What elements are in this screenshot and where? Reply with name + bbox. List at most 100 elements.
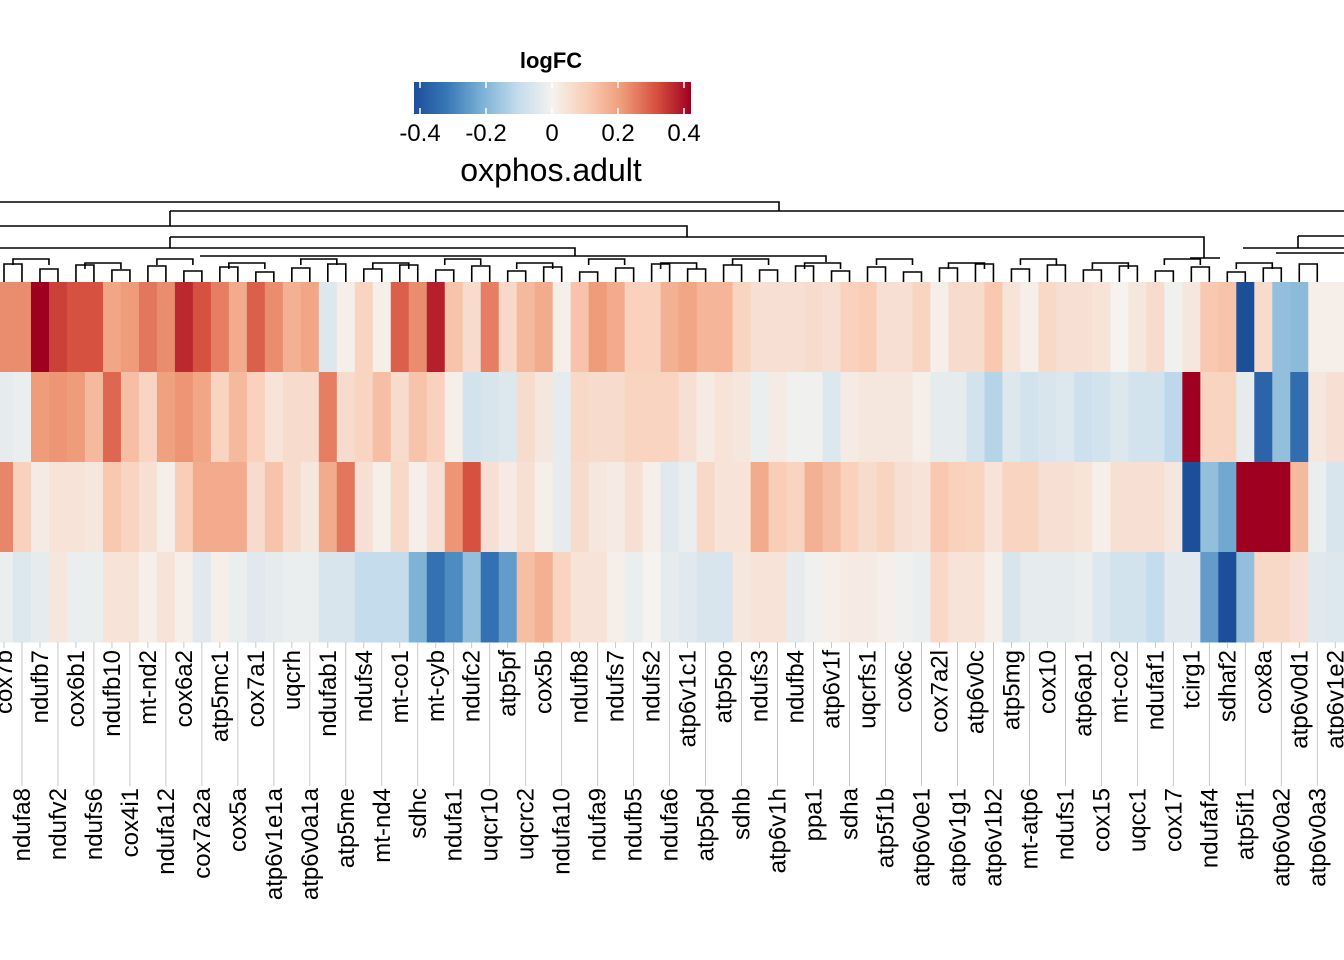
heatmap-cell: [1218, 282, 1237, 373]
heatmap-cell: [1002, 462, 1022, 553]
heatmap-cell: [588, 462, 608, 553]
heatmap-cell: [282, 282, 302, 373]
heatmap-cell: [192, 282, 212, 373]
heatmap-cell: [66, 552, 86, 643]
dendrogram-branch: [371, 262, 410, 269]
dendrogram-branch: [1235, 262, 1274, 269]
heatmap-cell: [642, 552, 662, 643]
heatmap-cell: [1128, 282, 1147, 373]
dendrogram-branch: [39, 268, 59, 282]
dendrogram-branch: [1046, 264, 1067, 282]
dendrogram-branch: [1298, 263, 1319, 282]
heatmap-cell: [930, 462, 950, 553]
heatmap-cell: [102, 282, 122, 373]
column-label: ndufs1: [1052, 788, 1079, 860]
heatmap-cell: [1290, 462, 1309, 553]
heatmap-cell: [1254, 282, 1273, 373]
heatmap-cell: [246, 462, 266, 553]
column-labels: cox7b ndufa8 ndufb7 ndufv2 cox6b1 ndufs6 ndufb…: [0, 642, 1344, 900]
heatmap-cell: [0, 372, 14, 463]
heatmap-cell: [804, 282, 824, 373]
heatmap-cell: [1128, 372, 1147, 463]
dendrogram-branch: [1190, 266, 1211, 282]
heatmap-cell: [552, 372, 572, 463]
column-label: atp5mg: [998, 650, 1025, 730]
heatmap-cell: [354, 282, 374, 373]
heatmap-cell: [1200, 462, 1219, 553]
heatmap-cell: [156, 282, 176, 373]
column-label: cox7b: [0, 650, 18, 714]
heatmap-cell: [1182, 552, 1201, 643]
heatmap-cell: [642, 282, 662, 373]
column-label: ndufb4: [783, 650, 810, 723]
heatmap-cell: [1110, 552, 1129, 643]
heatmap-cell: [462, 552, 482, 643]
heatmap-cell: [606, 462, 626, 553]
heatmap-cell: [48, 372, 68, 463]
dendrogram-branch: [947, 262, 986, 269]
heatmap-cell: [1254, 552, 1273, 643]
heatmap-cell: [444, 552, 464, 643]
dendrogram-branch: [686, 268, 707, 282]
heatmap-cell: [894, 552, 914, 643]
heatmap-cell: [714, 552, 734, 643]
heatmap-cell: [624, 282, 644, 373]
dendrogram-branch: [111, 269, 131, 282]
heatmap-cell: [192, 372, 212, 463]
heatmap-cell: [858, 372, 878, 463]
heatmap-cell: [138, 372, 158, 463]
dendrogram-branch: [830, 270, 851, 282]
column-label: cox6b1: [63, 650, 90, 727]
heatmap-cell: [696, 282, 716, 373]
heatmap-cell: [786, 372, 806, 463]
heatmap-cell: [1236, 462, 1255, 553]
heatmap-cell: [804, 462, 824, 553]
heatmap-cell: [1200, 552, 1219, 643]
dendrogram-branch: [147, 265, 167, 282]
column-label: ndufa9: [585, 788, 612, 861]
column-label: ndufs6: [81, 788, 108, 860]
heatmap-cell: [246, 552, 266, 643]
column-label: atp6v1h: [765, 788, 792, 873]
column-label: ndufs4: [351, 650, 378, 722]
column-label: cox7a1: [243, 650, 270, 727]
dendrogram-branch: [3, 263, 23, 282]
dendrogram-branch: [470, 265, 491, 282]
column-label: cox17: [1160, 788, 1187, 852]
heatmap-cell: [1290, 552, 1309, 643]
heatmap-cell: [1326, 552, 1344, 643]
column-label: mt-co1: [387, 650, 414, 723]
column-label: atp5pf: [495, 650, 522, 717]
heatmap-cell: [390, 282, 410, 373]
dendrogram-branch: [84, 262, 122, 269]
heatmap-cell: [804, 372, 824, 463]
heatmap-cell: [1236, 282, 1255, 373]
heatmap-cell: [30, 372, 50, 463]
heatmap-cell: [840, 372, 860, 463]
heatmap-cell: [156, 372, 176, 463]
heatmap-cell: [1110, 462, 1129, 553]
heatmap-cell: [480, 282, 500, 373]
heatmap-cell: [768, 282, 788, 373]
heatmap-cell: [1254, 372, 1273, 463]
heatmap-cell: [1200, 372, 1219, 463]
heatmap-cell: [390, 372, 410, 463]
heatmap-cell: [966, 282, 986, 373]
dendrogram-branch: [291, 267, 311, 282]
heatmap-cell: [426, 552, 446, 643]
heatmap-cell: [444, 282, 464, 373]
heatmap-cell: [354, 372, 374, 463]
dendrogram-branch: [659, 262, 698, 269]
column-label: atp5po: [711, 650, 738, 723]
column-label: atp5pd: [693, 788, 720, 861]
heatmap-cell: [984, 282, 1004, 373]
heatmap-cell: [876, 462, 896, 553]
heatmap-cell: [678, 282, 698, 373]
dendrogram-branch: [219, 266, 239, 282]
column-label: cox7a2l: [926, 650, 953, 733]
dendrogram-branch: [170, 236, 1205, 258]
heatmap-cell: [858, 282, 878, 373]
heatmap-cell: [660, 552, 680, 643]
column-label: uqcrc2: [513, 788, 540, 860]
heatmap-cell: [264, 372, 284, 463]
